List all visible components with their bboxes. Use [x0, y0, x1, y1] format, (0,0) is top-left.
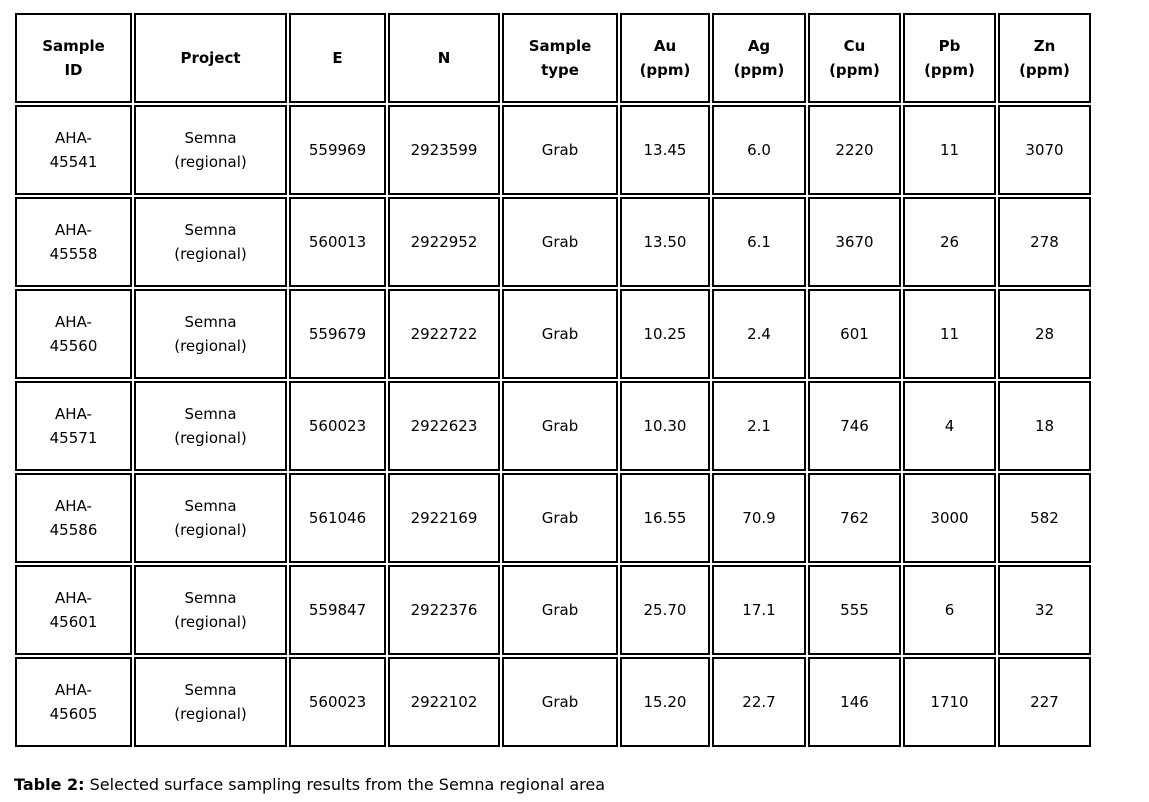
col-header-sample-type: Sample type: [502, 13, 618, 103]
cell-au-ppm: 13.45: [620, 105, 710, 195]
cell-sample-type: Grab: [502, 197, 618, 287]
cell-zn-ppm: 227: [998, 657, 1091, 747]
cell-au-ppm: 15.20: [620, 657, 710, 747]
table-caption: Table 2: Selected surface sampling resul…: [14, 775, 1149, 796]
cell-ag-ppm: 17.1: [712, 565, 806, 655]
cell-easting: 559847: [289, 565, 386, 655]
cell-cu-ppm: 555: [808, 565, 901, 655]
cell-northing: 2922952: [388, 197, 500, 287]
table-row: AHA- 45571 Semna (regional) 560023 29226…: [15, 381, 1091, 471]
cell-northing: 2922102: [388, 657, 500, 747]
cell-ag-ppm: 22.7: [712, 657, 806, 747]
cell-easting: 561046: [289, 473, 386, 563]
cell-project: Semna (regional): [134, 565, 287, 655]
col-header-cu-ppm: Cu (ppm): [808, 13, 901, 103]
cell-au-ppm: 25.70: [620, 565, 710, 655]
cell-zn-ppm: 18: [998, 381, 1091, 471]
cell-cu-ppm: 3670: [808, 197, 901, 287]
table-header-row: Sample ID Project E N Sample type Au (pp…: [15, 13, 1091, 103]
cell-sample-type: Grab: [502, 565, 618, 655]
cell-project: Semna (regional): [134, 381, 287, 471]
cell-project: Semna (regional): [134, 289, 287, 379]
cell-sample-id: AHA- 45605: [15, 657, 132, 747]
cell-cu-ppm: 146: [808, 657, 901, 747]
table-caption-label: Table 2:: [14, 775, 85, 794]
cell-au-ppm: 10.30: [620, 381, 710, 471]
cell-pb-ppm: 4: [903, 381, 996, 471]
cell-au-ppm: 10.25: [620, 289, 710, 379]
cell-cu-ppm: 762: [808, 473, 901, 563]
col-header-easting: E: [289, 13, 386, 103]
assay-results-table: Sample ID Project E N Sample type Au (pp…: [13, 11, 1093, 749]
cell-easting: 559679: [289, 289, 386, 379]
cell-pb-ppm: 3000: [903, 473, 996, 563]
cell-zn-ppm: 32: [998, 565, 1091, 655]
cell-zn-ppm: 28: [998, 289, 1091, 379]
cell-northing: 2923599: [388, 105, 500, 195]
table-row: AHA- 45601 Semna (regional) 559847 29223…: [15, 565, 1091, 655]
col-header-project: Project: [134, 13, 287, 103]
cell-sample-type: Grab: [502, 289, 618, 379]
cell-northing: 2922169: [388, 473, 500, 563]
cell-ag-ppm: 6.1: [712, 197, 806, 287]
col-header-sample-id: Sample ID: [15, 13, 132, 103]
cell-zn-ppm: 582: [998, 473, 1091, 563]
table-row: AHA- 45605 Semna (regional) 560023 29221…: [15, 657, 1091, 747]
cell-easting: 560023: [289, 657, 386, 747]
cell-pb-ppm: 11: [903, 289, 996, 379]
cell-sample-id: AHA- 45571: [15, 381, 132, 471]
cell-project: Semna (regional): [134, 657, 287, 747]
cell-zn-ppm: 3070: [998, 105, 1091, 195]
cell-au-ppm: 16.55: [620, 473, 710, 563]
cell-zn-ppm: 278: [998, 197, 1091, 287]
col-header-au-ppm: Au (ppm): [620, 13, 710, 103]
table-row: AHA- 45560 Semna (regional) 559679 29227…: [15, 289, 1091, 379]
cell-cu-ppm: 746: [808, 381, 901, 471]
cell-sample-id: AHA- 45541: [15, 105, 132, 195]
cell-pb-ppm: 6: [903, 565, 996, 655]
table-row: AHA- 45541 Semna (regional) 559969 29235…: [15, 105, 1091, 195]
col-header-pb-ppm: Pb (ppm): [903, 13, 996, 103]
col-header-ag-ppm: Ag (ppm): [712, 13, 806, 103]
cell-pb-ppm: 11: [903, 105, 996, 195]
cell-ag-ppm: 70.9: [712, 473, 806, 563]
cell-easting: 560013: [289, 197, 386, 287]
cell-pb-ppm: 1710: [903, 657, 996, 747]
cell-sample-id: AHA- 45560: [15, 289, 132, 379]
col-header-northing: N: [388, 13, 500, 103]
cell-cu-ppm: 2220: [808, 105, 901, 195]
cell-northing: 2922623: [388, 381, 500, 471]
table-row: AHA- 45558 Semna (regional) 560013 29229…: [15, 197, 1091, 287]
cell-project: Semna (regional): [134, 473, 287, 563]
cell-northing: 2922722: [388, 289, 500, 379]
cell-sample-type: Grab: [502, 473, 618, 563]
cell-pb-ppm: 26: [903, 197, 996, 287]
cell-sample-type: Grab: [502, 657, 618, 747]
cell-ag-ppm: 6.0: [712, 105, 806, 195]
cell-sample-id: AHA- 45586: [15, 473, 132, 563]
cell-ag-ppm: 2.4: [712, 289, 806, 379]
cell-ag-ppm: 2.1: [712, 381, 806, 471]
table-row: AHA- 45586 Semna (regional) 561046 29221…: [15, 473, 1091, 563]
col-header-zn-ppm: Zn (ppm): [998, 13, 1091, 103]
cell-sample-id: AHA- 45601: [15, 565, 132, 655]
table-caption-text: Selected surface sampling results from t…: [84, 775, 606, 794]
cell-project: Semna (regional): [134, 105, 287, 195]
cell-easting: 560023: [289, 381, 386, 471]
cell-cu-ppm: 601: [808, 289, 901, 379]
cell-sample-id: AHA- 45558: [15, 197, 132, 287]
cell-easting: 559969: [289, 105, 386, 195]
cell-northing: 2922376: [388, 565, 500, 655]
cell-project: Semna (regional): [134, 197, 287, 287]
cell-sample-type: Grab: [502, 381, 618, 471]
cell-au-ppm: 13.50: [620, 197, 710, 287]
cell-sample-type: Grab: [502, 105, 618, 195]
